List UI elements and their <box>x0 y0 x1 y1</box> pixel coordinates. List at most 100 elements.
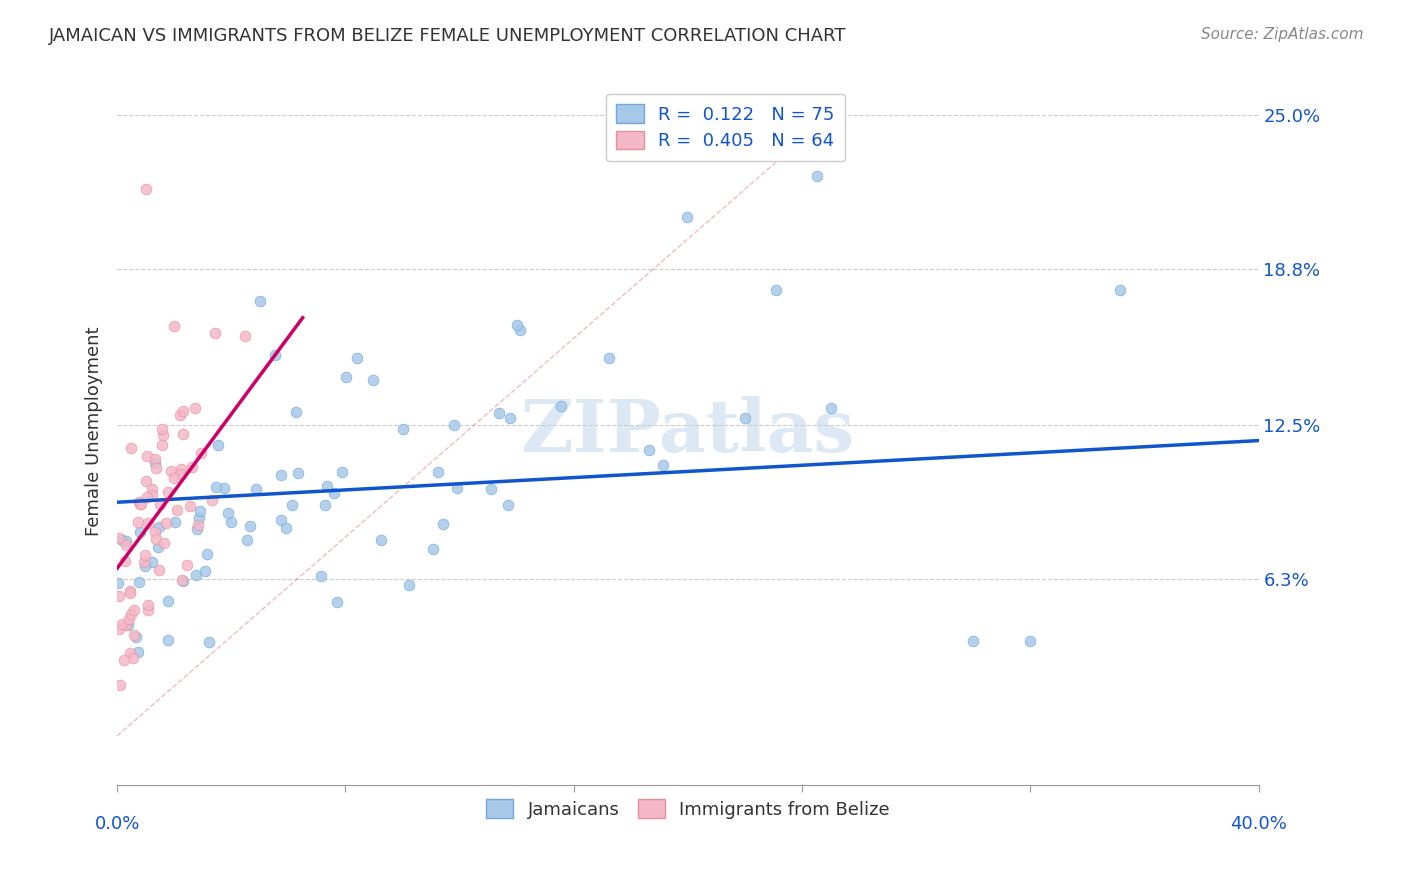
Point <box>134 558 156 573</box>
Point <box>141 555 163 569</box>
Point <box>118 612 141 626</box>
Point <box>127 645 149 659</box>
Point <box>128 525 150 540</box>
Point <box>233 329 256 343</box>
Point <box>422 542 444 557</box>
Point <box>204 326 226 340</box>
Point <box>172 403 194 417</box>
Point <box>187 511 209 525</box>
Point <box>392 422 415 436</box>
Point <box>136 490 159 504</box>
Point <box>149 497 172 511</box>
Point <box>148 563 170 577</box>
Point <box>170 573 193 587</box>
Point <box>163 318 186 333</box>
Point <box>128 575 150 590</box>
Point <box>107 575 129 590</box>
Point <box>135 182 157 196</box>
Point <box>249 293 271 308</box>
Point <box>156 594 179 608</box>
Point <box>962 634 984 648</box>
Point <box>138 516 160 530</box>
Point <box>181 460 204 475</box>
Point <box>148 520 170 534</box>
Point <box>638 443 661 458</box>
Point <box>432 516 454 531</box>
Point <box>281 498 304 512</box>
Point <box>132 556 155 570</box>
Point <box>108 678 131 692</box>
Point <box>143 524 166 539</box>
Point <box>120 646 142 660</box>
Point <box>314 498 336 512</box>
Point <box>479 483 502 497</box>
Point <box>172 426 194 441</box>
Point <box>361 373 384 387</box>
Point <box>446 481 468 495</box>
Point <box>114 653 136 667</box>
Point <box>284 405 307 419</box>
Point <box>118 586 141 600</box>
Point <box>145 461 167 475</box>
Point <box>152 427 174 442</box>
Point <box>325 595 347 609</box>
Point <box>135 449 157 463</box>
Point <box>136 599 159 613</box>
Point <box>141 488 163 502</box>
Point <box>765 284 787 298</box>
Point <box>488 406 510 420</box>
Point <box>136 603 159 617</box>
Point <box>170 461 193 475</box>
Point <box>125 630 148 644</box>
Point <box>239 518 262 533</box>
Point <box>370 533 392 547</box>
Point <box>198 635 221 649</box>
Text: JAMAICAN VS IMMIGRANTS FROM BELIZE FEMALE UNEMPLOYMENT CORRELATION CHART: JAMAICAN VS IMMIGRANTS FROM BELIZE FEMAL… <box>49 27 846 45</box>
Point <box>820 401 842 415</box>
Point <box>190 504 212 518</box>
Point <box>107 590 129 604</box>
Point <box>122 651 145 665</box>
Point <box>287 466 309 480</box>
Point <box>496 499 519 513</box>
Point <box>122 603 145 617</box>
Point <box>676 211 699 225</box>
Point <box>163 470 186 484</box>
Y-axis label: Female Unemployment: Female Unemployment <box>86 326 103 536</box>
Point <box>169 467 191 481</box>
Point <box>127 515 149 529</box>
Point <box>274 520 297 534</box>
Point <box>143 452 166 467</box>
Point <box>398 577 420 591</box>
Point <box>734 410 756 425</box>
Point <box>150 422 173 436</box>
Point <box>550 399 572 413</box>
Point <box>598 351 620 365</box>
Point <box>499 411 522 425</box>
Text: ZIPatlas: ZIPatlas <box>520 396 855 467</box>
Point <box>111 617 134 632</box>
Point <box>148 541 170 555</box>
Point <box>145 533 167 547</box>
Point <box>346 351 368 365</box>
Point <box>169 409 191 423</box>
Point <box>207 438 229 452</box>
Point <box>179 499 201 513</box>
Point <box>107 532 129 546</box>
Point <box>236 533 259 548</box>
Point <box>114 554 136 568</box>
Point <box>187 517 209 532</box>
Point <box>107 622 129 636</box>
Point <box>128 497 150 511</box>
Point <box>111 533 134 547</box>
Text: 40.0%: 40.0% <box>1230 815 1286 833</box>
Point <box>176 558 198 572</box>
Point <box>141 482 163 496</box>
Text: 0.0%: 0.0% <box>94 815 139 833</box>
Point <box>194 564 217 578</box>
Point <box>186 522 208 536</box>
Point <box>184 567 207 582</box>
Point <box>124 628 146 642</box>
Point <box>150 437 173 451</box>
Point <box>115 533 138 548</box>
